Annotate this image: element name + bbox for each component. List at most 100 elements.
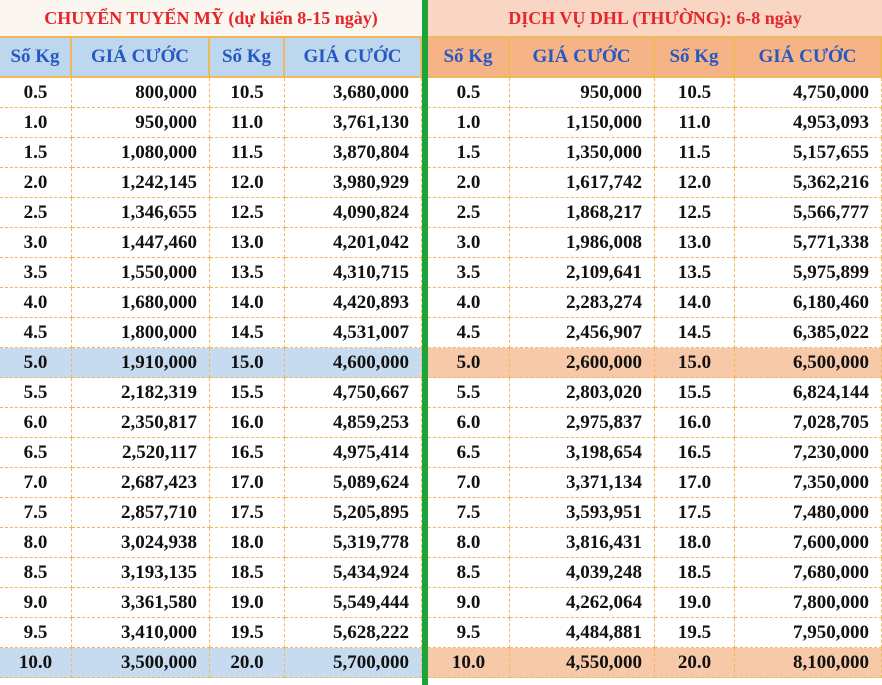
price-cell: 1,242,145	[72, 168, 210, 198]
price-cell: 5,434,924	[285, 558, 422, 588]
weight-cell: 20.0	[655, 648, 735, 678]
price-cell: 3,870,804	[285, 138, 422, 168]
weight-cell: 17.5	[655, 498, 735, 528]
weight-cell: 8.0	[0, 528, 72, 558]
price-cell: 2,283,274	[510, 288, 655, 318]
price-cell: 7,680,000	[735, 558, 882, 588]
weight-cell: 16.0	[655, 408, 735, 438]
weight-cell: 11.5	[210, 138, 285, 168]
price-cell: 2,687,423	[72, 468, 210, 498]
price-cell: 3,761,130	[285, 108, 422, 138]
price-cell: 7,480,000	[735, 498, 882, 528]
price-cell: 5,771,338	[735, 228, 882, 258]
weight-cell: 7.0	[0, 468, 72, 498]
weight-cell: 1.0	[428, 108, 510, 138]
price-cell: 3,980,929	[285, 168, 422, 198]
price-cell: 2,456,907	[510, 318, 655, 348]
price-cell: 2,350,817	[72, 408, 210, 438]
weight-cell: 11.5	[655, 138, 735, 168]
price-cell: 3,198,654	[510, 438, 655, 468]
weight-cell: 13.5	[655, 258, 735, 288]
weight-cell: 10.5	[210, 78, 285, 108]
price-cell: 3,361,580	[72, 588, 210, 618]
price-cell: 1,350,000	[510, 138, 655, 168]
divider	[422, 0, 428, 685]
weight-cell: 5.5	[428, 378, 510, 408]
price-cell: 1,617,742	[510, 168, 655, 198]
column-header: Số Kg	[655, 38, 735, 78]
price-cell: 4,975,414	[285, 438, 422, 468]
weight-cell: 1.5	[428, 138, 510, 168]
column-header: Số Kg	[428, 38, 510, 78]
column-header: GIÁ CƯỚC	[735, 38, 882, 78]
price-cell: 800,000	[72, 78, 210, 108]
price-cell: 7,950,000	[735, 618, 882, 648]
weight-cell: 9.0	[0, 588, 72, 618]
weight-cell: 8.5	[428, 558, 510, 588]
price-cell: 3,816,431	[510, 528, 655, 558]
weight-cell: 6.0	[428, 408, 510, 438]
price-cell: 5,628,222	[285, 618, 422, 648]
weight-cell: 7.5	[428, 498, 510, 528]
weight-cell: 3.5	[0, 258, 72, 288]
price-cell: 5,089,624	[285, 468, 422, 498]
weight-cell: 2.5	[428, 198, 510, 228]
weight-cell: 17.5	[210, 498, 285, 528]
price-cell: 4,953,093	[735, 108, 882, 138]
weight-cell: 15.5	[210, 378, 285, 408]
weight-cell: 1.0	[0, 108, 72, 138]
price-cell: 1,986,008	[510, 228, 655, 258]
weight-cell: 17.0	[655, 468, 735, 498]
weight-cell: 15.0	[655, 348, 735, 378]
price-cell: 5,566,777	[735, 198, 882, 228]
weight-cell: 16.5	[210, 438, 285, 468]
column-header: Số Kg	[0, 38, 72, 78]
weight-cell: 12.0	[210, 168, 285, 198]
price-cell: 3,193,135	[72, 558, 210, 588]
price-cell: 1,080,000	[72, 138, 210, 168]
weight-cell: 5.5	[0, 378, 72, 408]
price-cell: 1,346,655	[72, 198, 210, 228]
weight-cell: 2.0	[0, 168, 72, 198]
weight-cell: 8.5	[0, 558, 72, 588]
weight-cell: 13.0	[655, 228, 735, 258]
weight-cell: 17.0	[210, 468, 285, 498]
price-cell: 6,180,460	[735, 288, 882, 318]
price-cell: 7,028,705	[735, 408, 882, 438]
weight-cell: 10.0	[0, 648, 72, 678]
price-cell: 5,319,778	[285, 528, 422, 558]
weight-cell: 16.5	[655, 438, 735, 468]
price-cell: 6,824,144	[735, 378, 882, 408]
price-cell: 2,975,837	[510, 408, 655, 438]
price-cell: 5,700,000	[285, 648, 422, 678]
weight-cell: 19.0	[210, 588, 285, 618]
price-cell: 2,803,020	[510, 378, 655, 408]
price-cell: 2,109,641	[510, 258, 655, 288]
weight-cell: 0.5	[0, 78, 72, 108]
weight-cell: 7.0	[428, 468, 510, 498]
price-cell: 4,531,007	[285, 318, 422, 348]
weight-cell: 15.5	[655, 378, 735, 408]
price-cell: 7,230,000	[735, 438, 882, 468]
price-cell: 4,750,667	[285, 378, 422, 408]
weight-cell: 9.0	[428, 588, 510, 618]
price-cell: 2,182,319	[72, 378, 210, 408]
weight-cell: 10.0	[428, 648, 510, 678]
weight-cell: 15.0	[210, 348, 285, 378]
weight-cell: 20.0	[210, 648, 285, 678]
weight-cell: 14.5	[210, 318, 285, 348]
weight-cell: 2.0	[428, 168, 510, 198]
column-header: GIÁ CƯỚC	[72, 38, 210, 78]
price-cell: 7,800,000	[735, 588, 882, 618]
price-cell: 5,975,899	[735, 258, 882, 288]
weight-cell: 13.5	[210, 258, 285, 288]
weight-cell: 9.5	[0, 618, 72, 648]
weight-cell: 18.5	[210, 558, 285, 588]
weight-cell: 19.0	[655, 588, 735, 618]
weight-cell: 7.5	[0, 498, 72, 528]
price-cell: 5,362,216	[735, 168, 882, 198]
price-cell: 8,100,000	[735, 648, 882, 678]
price-cell: 1,910,000	[72, 348, 210, 378]
column-header: GIÁ CƯỚC	[285, 38, 422, 78]
price-cell: 5,205,895	[285, 498, 422, 528]
